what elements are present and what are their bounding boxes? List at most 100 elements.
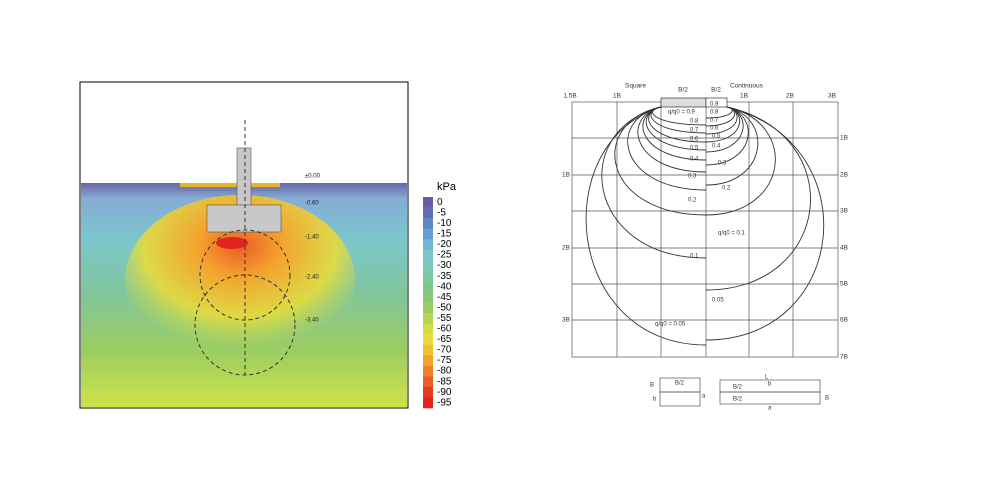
colorbar-swatch [423,291,433,303]
label: 0.9 [710,102,719,108]
label: 0.5 [712,134,721,140]
label: Square [625,83,646,90]
ground-surface [180,183,280,187]
label: b [768,382,772,388]
colorbar-label: -70 [437,345,452,356]
colorbar-label: -10 [437,218,452,229]
stress-zone [125,195,355,365]
level-label: -3.40 [305,318,319,324]
colorbar-label: -25 [437,250,452,261]
colorbar-swatch [423,302,433,314]
colorbar-label: -75 [437,355,452,366]
label: q/q0 = 0.05 [655,322,686,328]
level-label: -2.40 [305,275,319,281]
footing-stem [236,147,252,207]
colorbar-label: -85 [437,376,452,387]
label: 1B [613,93,621,100]
label: 0.5 [690,146,699,152]
colorbar-label: -50 [437,302,452,313]
colorbar-swatch [423,386,433,398]
label: 2B [840,172,848,179]
label: 2B [786,93,794,100]
label: 3B [828,93,836,100]
label: 3B [840,208,848,215]
colorbar-label: -60 [437,324,452,335]
colorbar-label: 0 [437,197,443,208]
label: 0.3 [718,161,727,167]
square-bulb [601,106,707,259]
label: a [768,406,772,412]
continuous-bulb [705,106,776,216]
label: L [765,375,769,381]
label: 0.7 [690,128,699,134]
label: Continuous [730,83,764,90]
pressure-bulb-panel: 1.5B 1B 1B 2B 3B 1B 2B 3B 1B 2B 3B 4B 5B 6B 7B Square Co… [562,83,848,412]
colorbar-swatch [423,197,433,208]
footing-sketches [659,377,821,407]
label: B [650,383,654,389]
colorbar-swatch [423,249,433,261]
label: 0.6 [710,126,719,132]
label: 0.1 [690,254,699,260]
continuous-footing [705,97,728,108]
square-bulb [585,106,707,346]
label: 0.2 [688,198,697,204]
colorbar-label: -40 [437,281,452,292]
label: B [825,396,829,402]
label: B/2 [678,87,688,94]
colorbar-label: -35 [437,271,452,282]
colorbar-label: -15 [437,229,452,240]
label: 0.4 [712,144,721,150]
colorbar-swatch [423,281,433,293]
label: b [653,397,657,403]
colorbar-swatch [423,355,433,367]
continuous-bulb [705,106,811,291]
colorbar-swatch [423,365,433,377]
slip-circles [194,120,296,376]
continuous-bulb [705,106,759,186]
colorbar-swatch [423,344,433,356]
label: 5B [840,281,848,288]
label: 0.2 [722,186,731,192]
label: B/2 [733,385,743,391]
label: B/2 [675,381,685,387]
colorbar-swatch [423,334,433,345]
colorbar-label: -30 [437,260,452,271]
colorbar-title: kPa [437,181,457,193]
label: 1B [562,172,570,179]
label: 7B [840,354,848,361]
label: B/2 [711,87,721,94]
colorbar-label: -95 [437,397,452,408]
label: 0.8 [690,119,699,125]
label: 1.5B [563,93,576,100]
colorbar-swatch [423,376,433,388]
label: q/q0 = 0.9 [668,110,696,116]
label: 0.7 [710,118,719,124]
colorbar-swatch [423,228,433,240]
continuous-bulb [705,106,749,166]
label: 3B [562,317,570,324]
level-label: -0.60 [305,201,319,207]
colorbar-label: -65 [437,334,452,345]
label: 4B [840,245,848,252]
colorbar-swatch [423,270,433,282]
label: 0.6 [690,137,699,143]
colorbar-label: -80 [437,366,452,377]
label: 1B [840,135,848,142]
level-label: ±0.00 [305,174,321,180]
square-bulb [637,106,707,173]
label: q/q0 = 0.1 [718,231,746,237]
stress-contour-panel: ±0.00 -0.60 -1.40 -2.40 -3.40 kPa 0-5-10-15 -2… [79,81,457,409]
colorbar-swatch [423,260,433,272]
continuous-bulb [705,106,825,341]
label: a [702,394,706,400]
label: 2B [562,245,570,252]
stress-peak [216,237,248,249]
level-label: -1.40 [305,235,319,241]
square-footing [660,97,707,108]
colorbar-label: -5 [437,207,446,218]
colorbar-label: -45 [437,292,452,303]
colorbar-label: -55 [437,313,452,324]
label: 0.4 [690,157,699,163]
